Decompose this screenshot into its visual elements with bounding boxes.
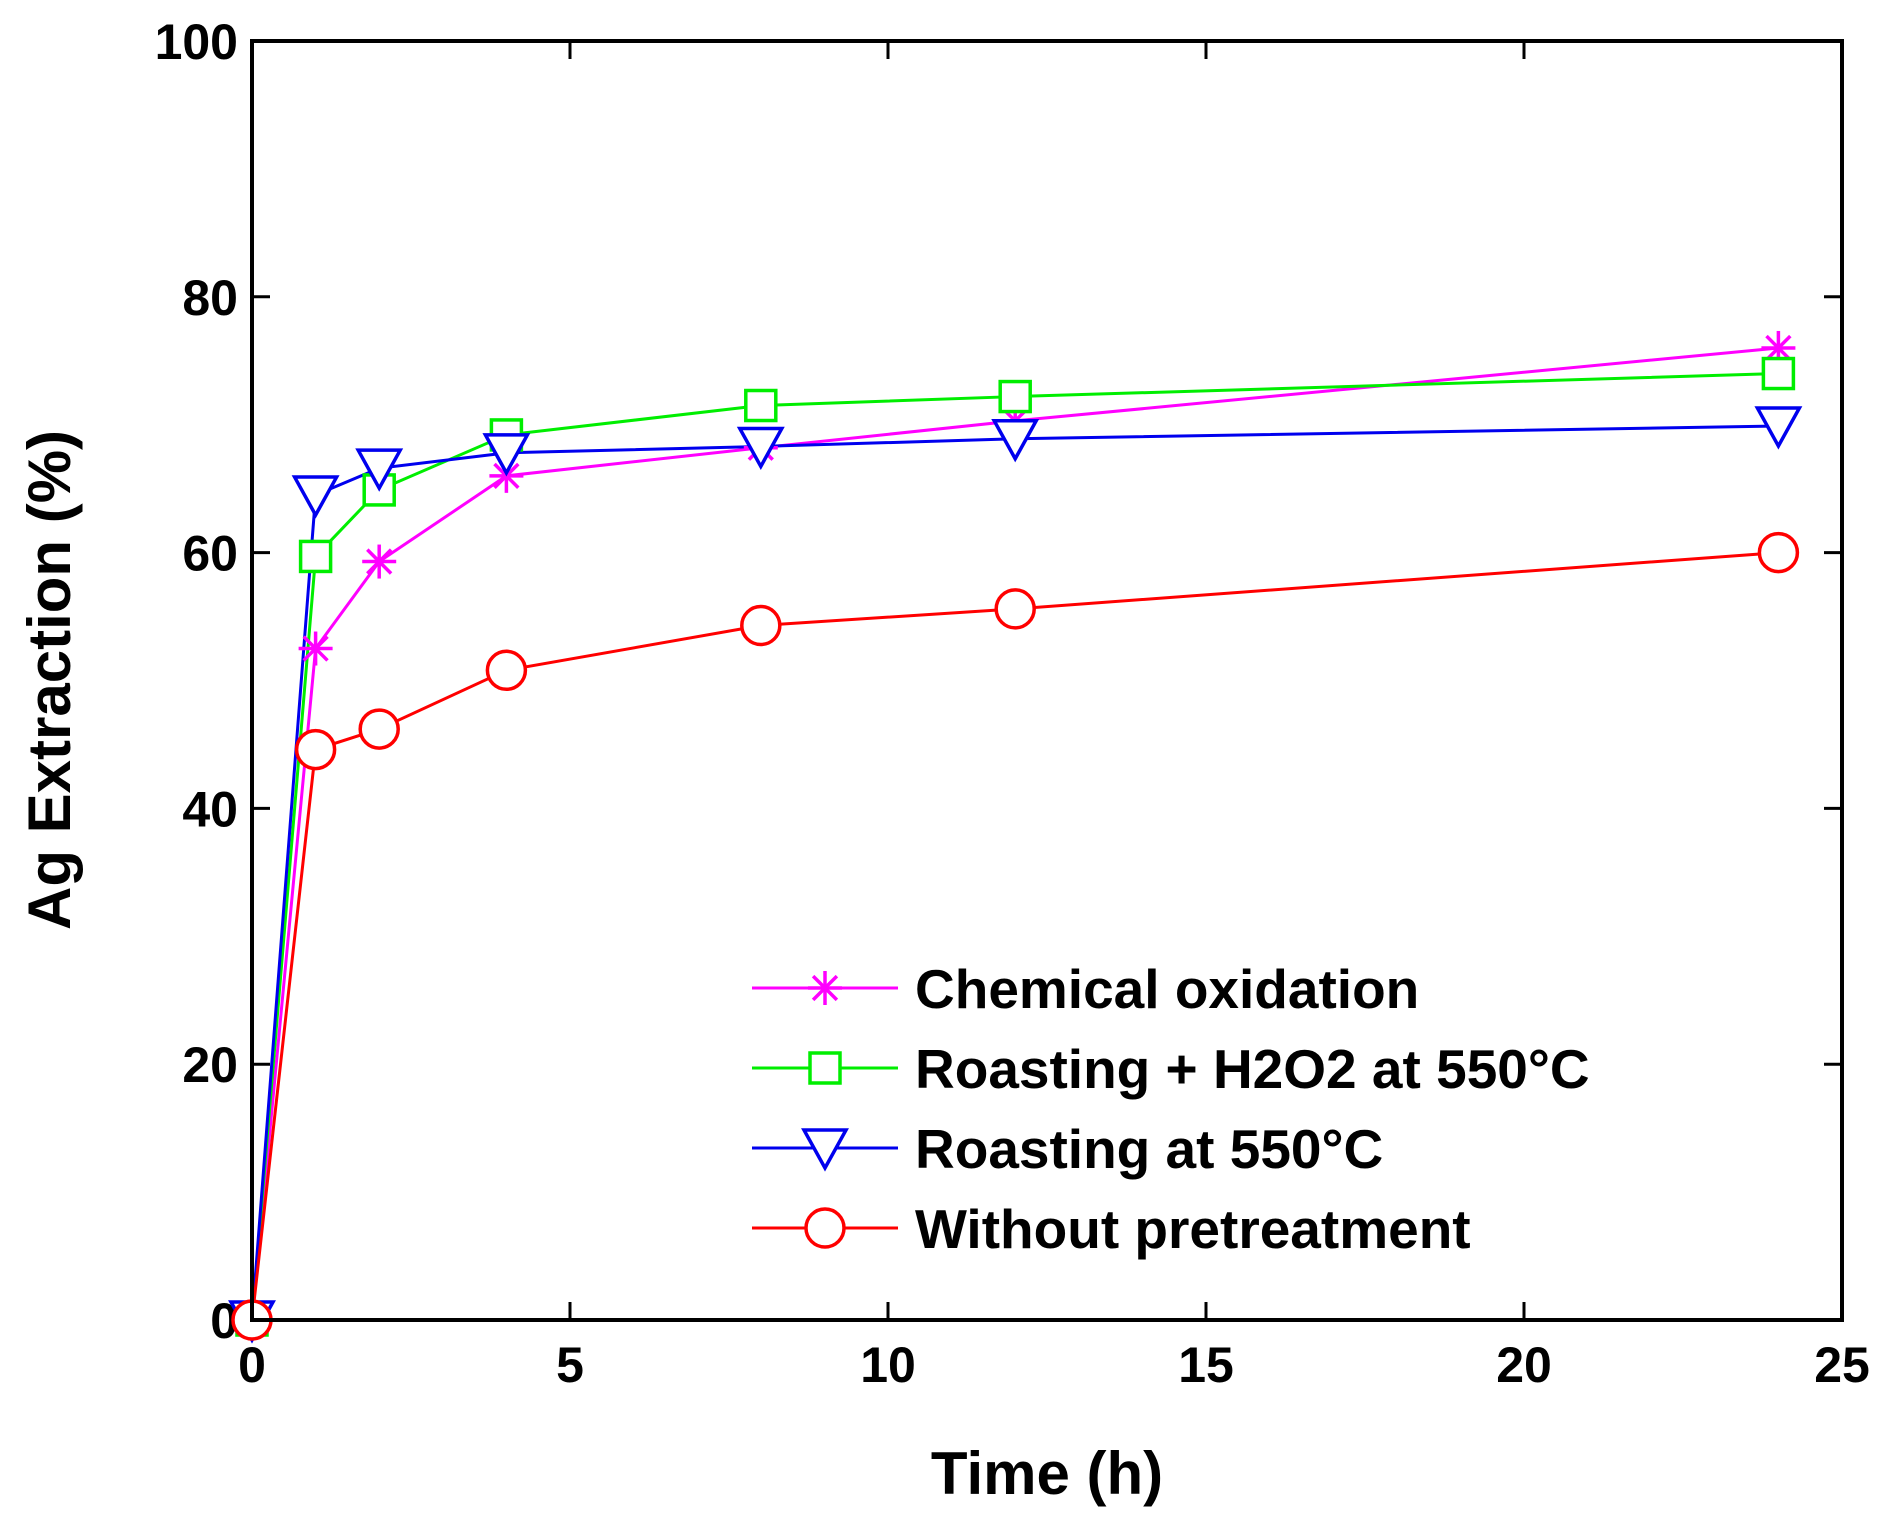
y-tick-label: 20 — [182, 1037, 238, 1093]
legend-entry: Chemical oxidation — [752, 958, 1419, 1020]
data-point — [485, 649, 528, 692]
y-tick-label: 100 — [155, 14, 238, 70]
x-tick-label: 0 — [238, 1337, 266, 1393]
legend-label: Chemical oxidation — [915, 958, 1419, 1020]
plot-frame — [250, 39, 1844, 1322]
legend-label: Without pretreatment — [915, 1198, 1471, 1260]
legend-entry: Without pretreatment — [752, 1198, 1471, 1260]
data-point — [298, 631, 333, 666]
data-point — [362, 544, 397, 579]
legend-marker — [808, 971, 842, 1005]
y-tick-label: 80 — [182, 270, 238, 326]
data-point — [1757, 531, 1800, 574]
data-point — [1761, 356, 1796, 391]
data-point — [994, 588, 1036, 630]
data-point — [482, 433, 531, 477]
legend-label: Roasting at 550°C — [915, 1118, 1383, 1180]
legend-label: Roasting + H2O2 at 550°C — [915, 1038, 1590, 1100]
legend-entry: Roasting + H2O2 at 550°C — [752, 1038, 1590, 1100]
x-axis-label: Time (h) — [931, 1440, 1163, 1507]
data-point — [294, 728, 337, 771]
y-tick-label: 40 — [182, 781, 238, 837]
data-point — [291, 475, 340, 519]
x-tick-label: 20 — [1496, 1337, 1552, 1393]
x-tick-label: 5 — [556, 1337, 584, 1393]
legend-marker — [808, 1051, 842, 1085]
data-point — [744, 388, 778, 423]
legend-marker — [801, 1128, 849, 1172]
data-point — [1754, 406, 1803, 450]
y-axis-label: Ag Extraction (%) — [16, 430, 83, 930]
data-point — [358, 708, 400, 750]
series-markers — [228, 330, 1803, 1344]
data-point — [998, 379, 1032, 414]
data-point — [298, 539, 333, 574]
legend: Chemical oxidation Roasting + H2O2 at 550… — [752, 958, 1590, 1260]
y-tick-label: 60 — [182, 526, 238, 582]
data-point — [991, 419, 1040, 463]
x-tick-label: 15 — [1178, 1337, 1234, 1393]
x-tick-label: 25 — [1814, 1337, 1870, 1393]
data-point — [736, 426, 785, 471]
data-point — [740, 604, 782, 647]
legend-marker — [804, 1207, 846, 1249]
x-tick-label: 10 — [860, 1337, 916, 1393]
legend-entry: Roasting at 550°C — [752, 1118, 1383, 1180]
data-point — [355, 448, 404, 492]
